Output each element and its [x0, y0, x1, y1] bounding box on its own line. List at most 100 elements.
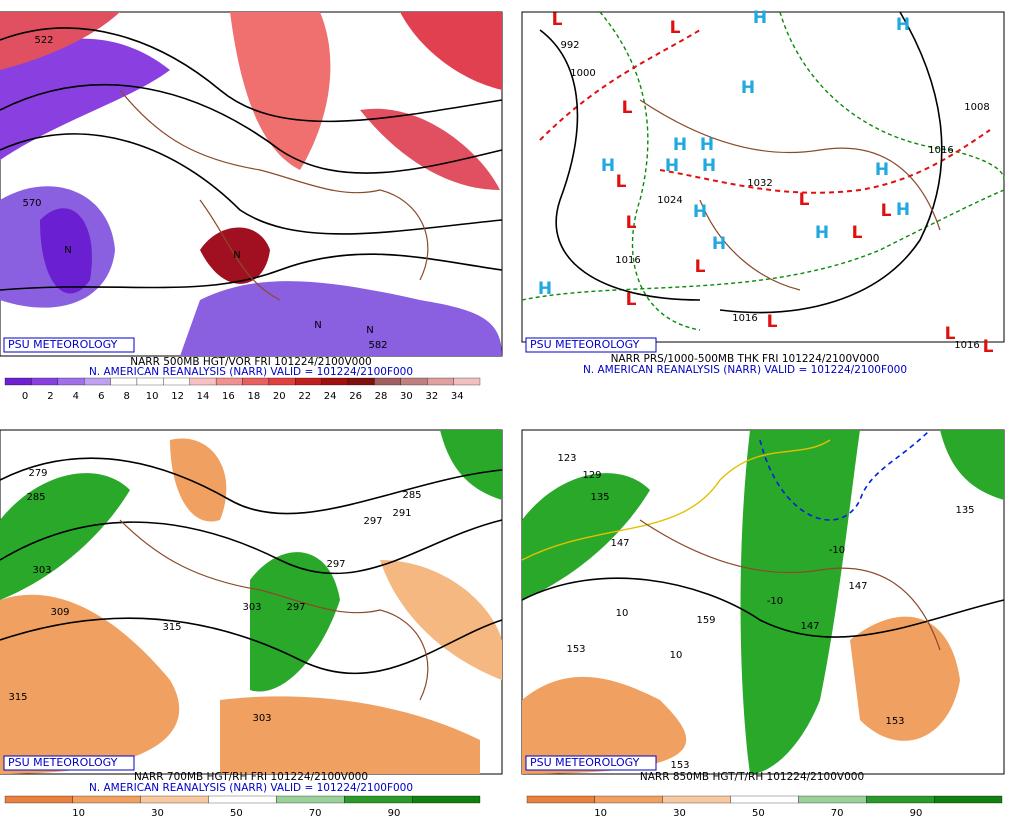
colorbar-label: 18 — [247, 391, 260, 402]
contour-label: 159 — [696, 615, 715, 626]
badge: PSU METEOROLOGY — [530, 338, 640, 351]
contour-label: -10 — [829, 545, 845, 556]
contour-label: 10 — [670, 650, 683, 661]
colorbar-segment — [866, 795, 935, 804]
colorbar-label: 28 — [375, 391, 388, 402]
contour-label: 147 — [610, 538, 629, 549]
colorbar-segment — [4, 377, 32, 386]
colorbar-label: 26 — [349, 391, 362, 402]
contour-label: 582 — [368, 340, 387, 351]
colorbar-segment — [453, 377, 481, 386]
high-marker: H — [896, 15, 910, 35]
high-marker: H — [896, 200, 910, 220]
contour-label: 153 — [885, 716, 904, 727]
contour-label: N — [233, 250, 240, 261]
colorbar-label: 22 — [298, 391, 311, 402]
low-marker: L — [626, 213, 637, 233]
high-marker: H — [601, 156, 615, 176]
high-marker: H — [693, 202, 707, 222]
low-marker: L — [626, 290, 637, 310]
contour-label: N — [314, 320, 321, 331]
colorbar-segment — [730, 795, 799, 804]
colorbar-label: 8 — [124, 391, 130, 402]
high-marker: H — [700, 135, 714, 155]
colorbar-segment — [295, 377, 322, 386]
low-marker: L — [852, 223, 863, 243]
caption: NARR 850MB HGT/T/RH 101224/2100V000 — [640, 771, 864, 783]
contour-label: 1016 — [732, 313, 757, 324]
caption: NARR PRS/1000-500MB THK FRI 101224/2100V… — [611, 353, 880, 365]
caption: NARR 700MB HGT/RH FRI 101224/2100V000 — [134, 771, 368, 783]
colorbar-label: 10 — [594, 808, 607, 819]
colorbar-segment — [208, 795, 277, 804]
colorbar-segment — [189, 377, 217, 386]
low-marker: L — [945, 324, 956, 344]
contour-label: 303 — [32, 565, 51, 576]
colorbar-segment — [321, 377, 349, 386]
contour-label: 1016 — [615, 255, 640, 266]
high-marker: H — [712, 234, 726, 254]
colorbar-segment — [4, 795, 74, 804]
low-marker: L — [622, 98, 633, 118]
badge: PSU METEOROLOGY — [8, 756, 118, 769]
colorbar-segment — [136, 377, 164, 386]
colorbar-label: 10 — [72, 808, 85, 819]
badge: PSU METEOROLOGY — [530, 756, 640, 769]
badge: PSU METEOROLOGY — [8, 338, 118, 351]
colorbar-label: 70 — [309, 808, 322, 819]
subcaption: N. AMERICAN REANALYSIS (NARR) VALID = 10… — [89, 366, 413, 378]
colorbar-label: 6 — [98, 391, 104, 402]
colorbar-segment — [427, 377, 454, 386]
colorbar-segment — [344, 795, 413, 804]
contour-label: 297 — [363, 516, 382, 527]
panel-700mb — [0, 429, 503, 775]
contour-label: 129 — [582, 470, 601, 481]
contour-label: 297 — [326, 559, 345, 570]
colorbar-segment — [268, 377, 296, 386]
contour-label: 291 — [392, 508, 411, 519]
colorbar-label: 10 — [146, 391, 159, 402]
low-marker: L — [767, 312, 778, 332]
contour-label: 153 — [670, 760, 689, 771]
high-marker: H — [741, 78, 755, 98]
contour-label: 1032 — [747, 178, 772, 189]
contour-label: N — [64, 245, 71, 256]
colorbar-segment — [400, 377, 428, 386]
colorbar-label: 30 — [400, 391, 413, 402]
colorbar-label: 90 — [910, 808, 923, 819]
colorbar-label: 32 — [425, 391, 438, 402]
subcaption: N. AMERICAN REANALYSIS (NARR) VALID = 10… — [583, 364, 907, 376]
low-marker: L — [881, 201, 892, 221]
contour-label: 1016 — [928, 145, 953, 156]
colorbar-label: 30 — [151, 808, 164, 819]
low-marker: L — [983, 337, 994, 357]
colorbar-label: 20 — [273, 391, 286, 402]
panel-850mb — [521, 429, 1005, 775]
high-marker: H — [815, 223, 829, 243]
colorbar-label: 14 — [197, 391, 210, 402]
colorbar-label: 70 — [831, 808, 844, 819]
caption: NARR 500MB HGT/VOR FRI 101224/2100V000 — [130, 356, 371, 368]
contour-label: 285 — [26, 492, 45, 503]
contour-label: 123 — [557, 453, 576, 464]
contour-label: 992 — [560, 40, 579, 51]
contour-label: 135 — [955, 505, 974, 516]
colorbar-label: 2 — [47, 391, 53, 402]
low-marker: L — [552, 10, 563, 30]
contour-label: 315 — [162, 622, 181, 633]
colorbar-segment — [374, 377, 401, 386]
contour-label: 10 — [616, 608, 629, 619]
contour-label: 315 — [8, 692, 27, 703]
colorbar-label: 30 — [673, 808, 686, 819]
colorbar-segment — [276, 795, 345, 804]
low-marker: L — [670, 18, 681, 38]
colorbar-segment — [215, 377, 243, 386]
colorbar-label: 50 — [752, 808, 765, 819]
panel-500mb — [0, 11, 503, 357]
high-marker: H — [753, 8, 767, 28]
colorbar-segment — [72, 795, 141, 804]
contour-label: 285 — [402, 490, 421, 501]
contour-label: 1016 — [954, 340, 979, 351]
contour-label: 303 — [252, 713, 271, 724]
